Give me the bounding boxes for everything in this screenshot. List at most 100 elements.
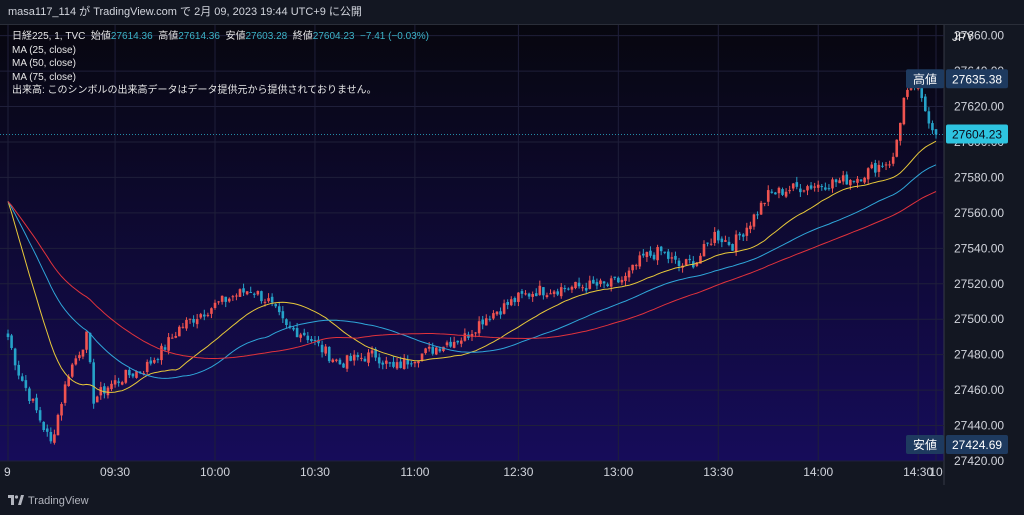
candle [824, 182, 827, 191]
change-value: −7.41 (−0.03%) [360, 31, 429, 42]
candle [563, 285, 567, 293]
candle-body [870, 164, 874, 169]
candle-body [142, 373, 145, 375]
price-tick-label: 27420.00 [954, 454, 1004, 468]
candle-body [599, 280, 602, 285]
candle [63, 381, 67, 406]
price-chart[interactable]: 27660.0027640.0027620.0027600.0027580.00… [0, 25, 1024, 485]
candle-body [899, 122, 902, 141]
candle [402, 354, 406, 370]
ma25-legend[interactable]: MA (25, close) [12, 44, 76, 56]
candle-body [135, 371, 138, 378]
candle-body [841, 175, 845, 182]
candle-body [659, 246, 663, 252]
candle-body [417, 361, 420, 364]
candle [477, 316, 481, 337]
time-tick-label: 13:30 [703, 465, 733, 479]
candle-body [388, 362, 392, 364]
candle [285, 318, 288, 329]
candle-body [891, 156, 895, 164]
candle [845, 171, 849, 185]
candle [449, 337, 452, 348]
candle [213, 299, 217, 310]
candle-body [17, 364, 21, 376]
candle [149, 356, 153, 366]
candles [6, 78, 938, 445]
price-tick-label: 27460.00 [954, 383, 1004, 397]
candle-body [288, 325, 292, 328]
candle-body [877, 164, 881, 172]
candle-body [99, 387, 103, 396]
candle [617, 276, 620, 284]
chart-pane[interactable]: 27660.0027640.0027620.0027600.0027580.00… [0, 24, 1024, 485]
candle-body [806, 186, 809, 191]
candle-body [310, 338, 313, 342]
candle [95, 395, 99, 403]
candle [395, 357, 399, 370]
candle [902, 97, 906, 126]
candle [759, 200, 763, 215]
candle [599, 278, 602, 287]
candle-body [577, 282, 581, 287]
candle-body [442, 346, 445, 352]
ma75-legend[interactable]: MA (75, close) [12, 71, 76, 83]
candle [870, 161, 874, 170]
candle [927, 107, 931, 129]
candle-body [106, 387, 110, 396]
candle [520, 288, 524, 299]
candle-body [752, 214, 756, 227]
candle-body [627, 270, 631, 278]
candle [13, 347, 17, 371]
candle [206, 312, 210, 318]
candle-body [53, 434, 56, 443]
candle [413, 361, 417, 368]
candle [859, 178, 863, 182]
candle-body [677, 260, 681, 267]
candle-body [78, 355, 81, 359]
symbol-label[interactable]: 日経225, 1, TVC [12, 31, 86, 42]
candle [606, 282, 609, 288]
candle [49, 427, 53, 444]
candle-body [195, 319, 199, 325]
candle-body [377, 357, 381, 364]
candle [342, 362, 345, 368]
candle [866, 167, 870, 184]
candle-body [552, 291, 556, 294]
candle-body [138, 371, 142, 373]
currency-label[interactable]: JPY [952, 30, 975, 44]
candle-body [445, 342, 449, 346]
candle-body [45, 428, 49, 432]
candle [863, 176, 866, 185]
candle-body [413, 361, 417, 364]
candle-body [170, 337, 174, 339]
low-tag-value: 27424.69 [952, 438, 1002, 452]
candle [156, 357, 160, 364]
tradingview-logo[interactable]: TradingView [8, 494, 89, 508]
candle-body [317, 339, 320, 344]
candle-body [452, 341, 456, 348]
candle-body [113, 380, 117, 385]
candle-body [427, 346, 431, 349]
candle-body [634, 265, 638, 267]
candle [349, 353, 352, 362]
candle [124, 369, 128, 385]
candle-body [727, 241, 731, 245]
candle-body [292, 327, 295, 330]
grid-lines [0, 25, 944, 462]
candle [203, 309, 206, 321]
candle [877, 160, 881, 178]
candle-body [695, 262, 699, 266]
candle [199, 312, 203, 320]
candle [638, 251, 642, 270]
candle-body [559, 287, 563, 297]
ma50-legend[interactable]: MA (50, close) [12, 58, 76, 69]
tradingview-icon [8, 495, 24, 505]
candle-body [63, 384, 67, 403]
candle [245, 291, 249, 296]
candle-body [524, 293, 527, 295]
candle-body [424, 348, 427, 354]
candle [270, 293, 274, 307]
candle [335, 358, 338, 363]
candle-body [595, 282, 599, 286]
candle [324, 344, 327, 356]
